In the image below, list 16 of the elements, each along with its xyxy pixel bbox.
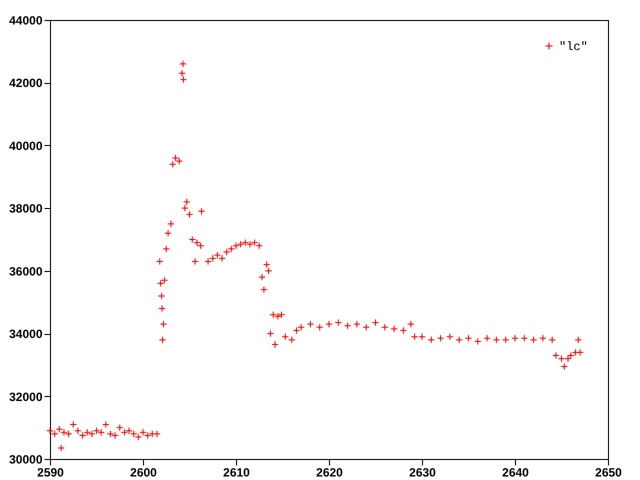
x-tick-label: 2600 <box>130 466 158 480</box>
legend-label: "lc" <box>559 40 588 54</box>
y-tick-label: 34000 <box>9 327 43 342</box>
y-tick-label: 40000 <box>9 138 43 153</box>
x-tick-label: 2610 <box>223 466 250 480</box>
y-tick-label: 30000 <box>9 452 43 466</box>
y-tick-label: 44000 <box>9 14 43 28</box>
y-tick-label: 38000 <box>9 202 43 216</box>
y-tick-label: 42000 <box>9 76 43 90</box>
x-tick-label: 2640 <box>502 466 530 480</box>
x-tick-label: 2650 <box>595 466 622 480</box>
x-tick-label: 2630 <box>409 466 436 480</box>
x-tick-label: 2590 <box>37 466 64 480</box>
y-tick-label: 32000 <box>9 390 43 404</box>
x-tick-label: 2620 <box>316 466 344 480</box>
y-tick-label: 36000 <box>9 264 43 278</box>
